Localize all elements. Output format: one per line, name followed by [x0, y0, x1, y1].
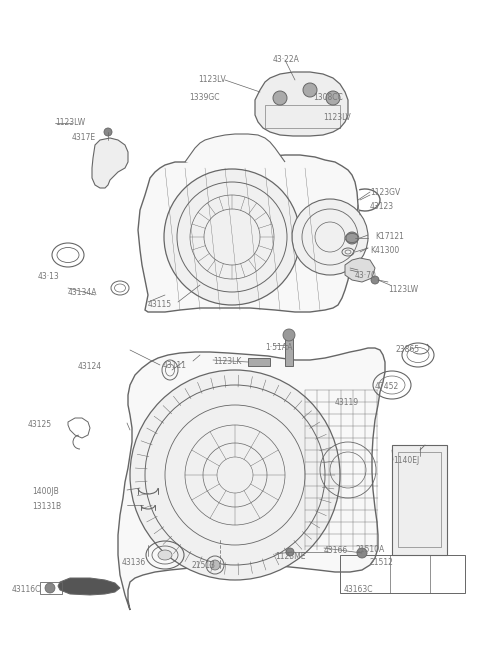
Text: 43166: 43166: [324, 546, 348, 555]
Bar: [248, 358, 270, 366]
Text: 43136: 43136: [122, 558, 146, 567]
Circle shape: [346, 232, 358, 244]
Text: 47452: 47452: [375, 382, 399, 391]
Circle shape: [210, 560, 220, 570]
Text: 43·70: 43·70: [355, 271, 377, 280]
Text: 43163C: 43163C: [344, 585, 373, 594]
Text: 21510A: 21510A: [356, 545, 385, 554]
Circle shape: [357, 548, 367, 558]
Circle shape: [371, 276, 379, 284]
Text: 1400JB: 1400JB: [32, 487, 59, 496]
Polygon shape: [345, 258, 375, 282]
Circle shape: [130, 370, 340, 580]
Text: 43·13: 43·13: [38, 272, 60, 281]
Text: 1123LW: 1123LW: [55, 118, 85, 127]
Circle shape: [104, 128, 112, 136]
Text: 4317E: 4317E: [72, 133, 96, 142]
Text: 43134A: 43134A: [68, 288, 97, 297]
Text: 1·51AA: 1·51AA: [265, 343, 292, 352]
Text: 43115: 43115: [148, 300, 172, 309]
Circle shape: [292, 199, 368, 275]
Circle shape: [45, 583, 55, 593]
Circle shape: [326, 91, 340, 105]
Circle shape: [283, 329, 295, 341]
Text: 1123LK: 1123LK: [213, 357, 241, 366]
Circle shape: [164, 169, 300, 305]
Text: 1308CC: 1308CC: [313, 93, 343, 102]
Text: 43123: 43123: [370, 202, 394, 211]
Text: 43·22A: 43·22A: [273, 55, 300, 64]
Text: 43125: 43125: [28, 420, 52, 429]
Text: 1123GV: 1123GV: [370, 188, 400, 197]
Text: 43111: 43111: [163, 361, 187, 370]
Polygon shape: [185, 134, 285, 162]
Bar: [398, 452, 441, 547]
Bar: [40, 582, 62, 594]
Polygon shape: [118, 348, 385, 610]
Polygon shape: [138, 155, 358, 312]
Text: K17121: K17121: [375, 232, 404, 241]
Text: 43124: 43124: [78, 362, 102, 371]
Text: 1123ME: 1123ME: [275, 552, 305, 561]
Polygon shape: [58, 578, 120, 595]
Polygon shape: [255, 72, 348, 136]
Text: K41300: K41300: [370, 246, 399, 255]
Text: 43119: 43119: [335, 398, 359, 407]
Text: 43116C: 43116C: [12, 585, 41, 594]
Text: 21513: 21513: [192, 561, 216, 570]
Text: 13131B: 13131B: [32, 502, 61, 511]
Text: 1140EJ: 1140EJ: [393, 456, 419, 465]
Text: 21512: 21512: [369, 558, 393, 567]
Text: 1123LV: 1123LV: [323, 113, 351, 122]
Polygon shape: [92, 138, 128, 188]
Text: 23865: 23865: [395, 345, 419, 354]
Ellipse shape: [158, 550, 172, 560]
Circle shape: [286, 548, 294, 556]
Bar: [340, 555, 465, 593]
Bar: [285, 338, 293, 366]
Text: 1123LW: 1123LW: [388, 285, 418, 294]
Text: 1339GC: 1339GC: [189, 93, 219, 102]
Circle shape: [273, 91, 287, 105]
Text: 1123LV: 1123LV: [198, 75, 226, 84]
Bar: [392, 445, 447, 555]
Circle shape: [303, 83, 317, 97]
